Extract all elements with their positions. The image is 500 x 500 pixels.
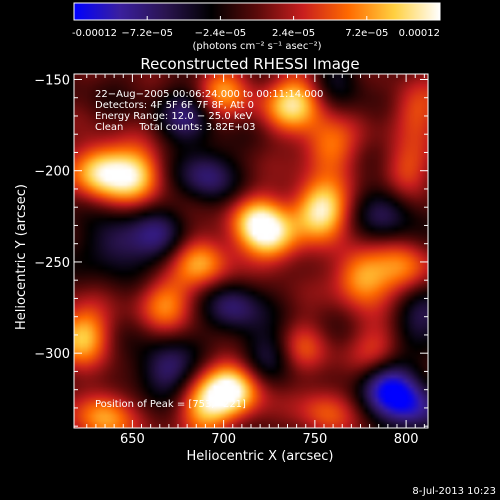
colorbar-tick-label: 7.2e−05 xyxy=(345,28,388,39)
colorbar: -0.00012 −7.2e−05 −2.4e−05 2.4e−05 7.2e−05 0.… xyxy=(72,2,441,52)
y-tick-label: −150 xyxy=(34,73,70,88)
x-tick-label: 700 xyxy=(211,432,236,447)
colorbar-unit-label: (photons cm⁻² s⁻¹ asec⁻²) xyxy=(192,41,321,52)
colorbar-tick-label: 0.00012 xyxy=(399,28,440,39)
y-axis-label: Heliocentric Y (arcsec) xyxy=(14,184,29,330)
x-tick-label: 650 xyxy=(120,432,145,447)
footer-date: 8-Jul-2013 10:23 xyxy=(412,486,496,497)
annotation-detectors: Detectors: 4F 5F 6F 7F 8F, Att 0 xyxy=(95,100,254,111)
colorbar-tick-label: 2.4e−05 xyxy=(272,28,315,39)
y-tick-label: −250 xyxy=(34,256,70,271)
colorbar-gradient xyxy=(73,2,441,21)
annotation-time-range: 22−Aug−2005 00:06:24.000 to 00:11:14.000 xyxy=(95,89,323,100)
x-tick-label: 800 xyxy=(394,432,419,447)
annotation-energy-range: Energy Range: 12.0 − 25.0 keV xyxy=(95,111,252,122)
y-tick-label: −300 xyxy=(34,347,70,362)
chart-title: Reconstructed RHESSI Image xyxy=(140,55,359,73)
colorbar-tick-label: −7.2e−05 xyxy=(121,28,173,39)
annotation-block: 22−Aug−2005 00:06:24.000 to 00:11:14.000… xyxy=(95,89,323,133)
heatmap-plot xyxy=(73,73,429,429)
annotation-clean-counts: Clean Total counts: 3.82E+03 xyxy=(95,122,255,133)
x-tick-label: 750 xyxy=(302,432,327,447)
colorbar-tick-label: -0.00012 xyxy=(72,28,117,39)
peak-position-label: Position of Peak = [753,−221] xyxy=(95,399,246,410)
colorbar-tick-label: −2.4e−05 xyxy=(195,28,247,39)
x-axis-label: Heliocentric X (arcsec) xyxy=(187,449,334,464)
y-tick-label: −200 xyxy=(34,165,70,180)
heatmap-image xyxy=(74,74,428,428)
